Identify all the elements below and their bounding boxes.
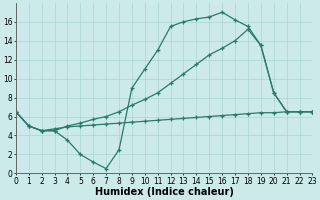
X-axis label: Humidex (Indice chaleur): Humidex (Indice chaleur) <box>95 187 234 197</box>
